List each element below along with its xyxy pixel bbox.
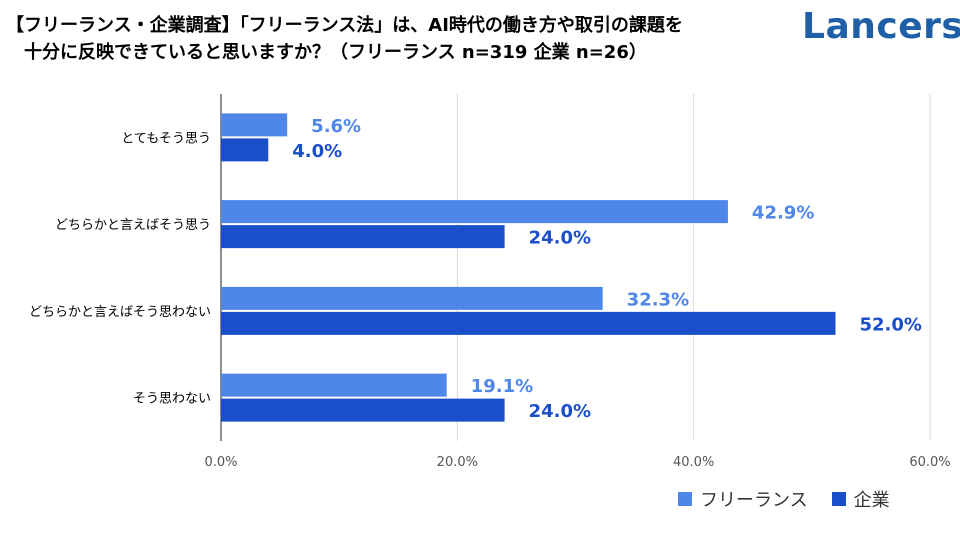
bar-company (221, 398, 505, 422)
legend: フリーランス 企業 (678, 486, 914, 512)
bar-freelance (221, 373, 447, 397)
bar-company (221, 311, 836, 335)
data-label: 24.0% (529, 401, 591, 422)
x-tick-label: 0.0% (204, 455, 237, 470)
legend-swatch-company (831, 492, 846, 506)
category-label: どちらかと言えばそう思わない (29, 305, 211, 320)
data-label: 52.0% (859, 314, 921, 335)
bar-company (221, 138, 269, 162)
category-label: どちらかと言えばそう思う (55, 218, 211, 233)
lancers-logo: Lancers (802, 6, 960, 47)
bar-freelance (221, 286, 603, 310)
bar-freelance (221, 113, 288, 137)
title-line-1: 【フリーランス・企業調査】「フリーランス法」は、AI時代の働き方や取引の課題を (6, 15, 683, 36)
x-tick-label: 60.0% (909, 455, 950, 470)
title-line-2: 十分に反映できていると思いますか？（フリーランス n=319 企業 n=26） (24, 42, 647, 63)
legend-item-company: 企業 (831, 486, 890, 512)
data-label: 19.1% (471, 376, 533, 397)
legend-label-company: 企業 (853, 490, 890, 511)
data-label: 4.0% (292, 141, 342, 162)
bar-freelance (221, 200, 728, 224)
data-label: 24.0% (529, 228, 591, 249)
chart-title: 【フリーランス・企業調査】「フリーランス法」は、AI時代の働き方や取引の課題を … (6, 12, 796, 66)
bar-company (221, 225, 505, 249)
x-tick-label: 20.0% (437, 455, 478, 470)
x-tick-label: 40.0% (673, 455, 714, 470)
data-label: 42.9% (752, 203, 814, 224)
data-label: 32.3% (627, 289, 689, 310)
data-label: 5.6% (311, 116, 361, 137)
category-label: とてもそう思う (121, 131, 211, 146)
legend-item-freelance: フリーランス (678, 486, 808, 512)
legend-label-freelance: フリーランス (700, 490, 808, 511)
legend-swatch-freelance (678, 492, 692, 506)
category-label: そう思わない (133, 392, 211, 407)
